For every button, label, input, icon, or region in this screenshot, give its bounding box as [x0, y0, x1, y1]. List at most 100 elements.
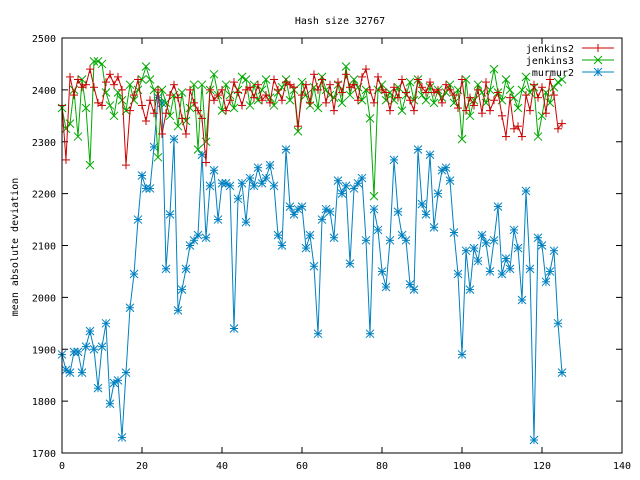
data-point	[545, 267, 555, 276]
data-point	[457, 350, 467, 359]
data-point	[186, 85, 194, 94]
data-point	[202, 158, 210, 167]
data-point	[410, 106, 418, 115]
x-tick-label: 80	[376, 461, 388, 472]
data-point	[526, 106, 534, 115]
data-point	[158, 129, 166, 138]
data-point	[253, 163, 263, 173]
data-point	[322, 98, 330, 107]
data-point	[265, 160, 275, 170]
data-point	[490, 96, 498, 105]
data-point	[229, 324, 239, 333]
legend-label: jenkins2	[526, 44, 574, 55]
data-point	[166, 91, 174, 100]
data-point	[65, 368, 75, 377]
y-tick-label: 1700	[32, 449, 56, 460]
data-point	[522, 91, 530, 100]
data-point	[301, 243, 311, 253]
data-point	[342, 70, 350, 79]
data-point	[417, 199, 427, 209]
data-point	[537, 241, 547, 250]
data-point	[70, 91, 78, 100]
data-point	[134, 75, 142, 84]
data-point	[221, 80, 231, 90]
data-point	[189, 235, 199, 245]
data-point	[325, 207, 335, 217]
data-point	[213, 215, 223, 224]
data-point	[289, 210, 299, 219]
data-point	[149, 142, 159, 152]
data-point	[477, 230, 487, 240]
data-point	[209, 165, 219, 175]
data-point	[73, 132, 83, 141]
data-point	[513, 243, 523, 253]
data-point	[185, 103, 195, 113]
x-tick-label: 120	[533, 461, 551, 472]
data-point	[178, 114, 186, 123]
data-point	[505, 85, 515, 95]
data-point	[133, 85, 143, 95]
data-point	[234, 88, 242, 97]
data-point	[225, 90, 235, 100]
data-point	[237, 178, 247, 188]
data-point	[542, 109, 550, 118]
data-point	[254, 80, 262, 89]
data-point	[169, 134, 179, 144]
y-tick-label: 1800	[32, 397, 56, 408]
data-point	[177, 285, 187, 294]
data-point	[541, 277, 551, 287]
legend-marker	[593, 55, 603, 65]
data-point	[530, 80, 538, 89]
data-point	[278, 96, 286, 105]
y-tick-label: 2300	[32, 138, 56, 149]
y-tick-label: 2200	[32, 190, 56, 201]
y-tick-label: 1900	[32, 345, 56, 356]
y-axis-ticks: 1700 1800 1900 2000 2100 2200 2300 2400 2500	[32, 34, 622, 460]
data-point	[365, 114, 375, 123]
data-point	[558, 119, 566, 128]
data-point	[121, 368, 131, 377]
data-point	[402, 88, 410, 97]
data-point	[162, 109, 170, 118]
data-point	[262, 91, 270, 100]
data-point	[161, 264, 171, 274]
data-point	[294, 122, 302, 131]
data-point	[474, 85, 482, 94]
data-point	[465, 111, 475, 121]
x-tick-label: 60	[296, 461, 308, 472]
data-point	[365, 329, 375, 339]
data-point	[414, 75, 422, 84]
data-point	[514, 122, 522, 131]
y-tick-label: 2000	[32, 293, 56, 304]
data-point	[153, 152, 163, 162]
data-point	[534, 93, 542, 102]
data-point	[297, 202, 307, 211]
data-point	[193, 230, 203, 240]
data-point	[362, 65, 370, 74]
data-point	[145, 75, 155, 84]
data-point	[397, 106, 407, 115]
data-point	[538, 83, 546, 92]
data-point	[313, 103, 323, 113]
data-point	[138, 101, 146, 110]
data-point	[421, 210, 431, 219]
data-point	[125, 80, 135, 90]
data-point	[521, 186, 531, 196]
legend-marker	[594, 44, 602, 52]
data-point	[513, 103, 523, 113]
data-point	[318, 75, 326, 84]
data-point	[226, 96, 234, 105]
data-point	[353, 178, 363, 188]
data-point	[385, 235, 395, 245]
data-point	[429, 222, 439, 232]
data-point	[194, 106, 202, 115]
y-axis-label: mean absolute deviation	[10, 178, 21, 316]
data-point	[358, 72, 366, 81]
data-point	[153, 93, 163, 103]
data-point	[269, 181, 279, 191]
data-point	[466, 93, 474, 102]
data-point	[117, 433, 127, 442]
data-point	[170, 80, 178, 89]
data-point	[85, 160, 95, 170]
data-point	[146, 96, 154, 105]
